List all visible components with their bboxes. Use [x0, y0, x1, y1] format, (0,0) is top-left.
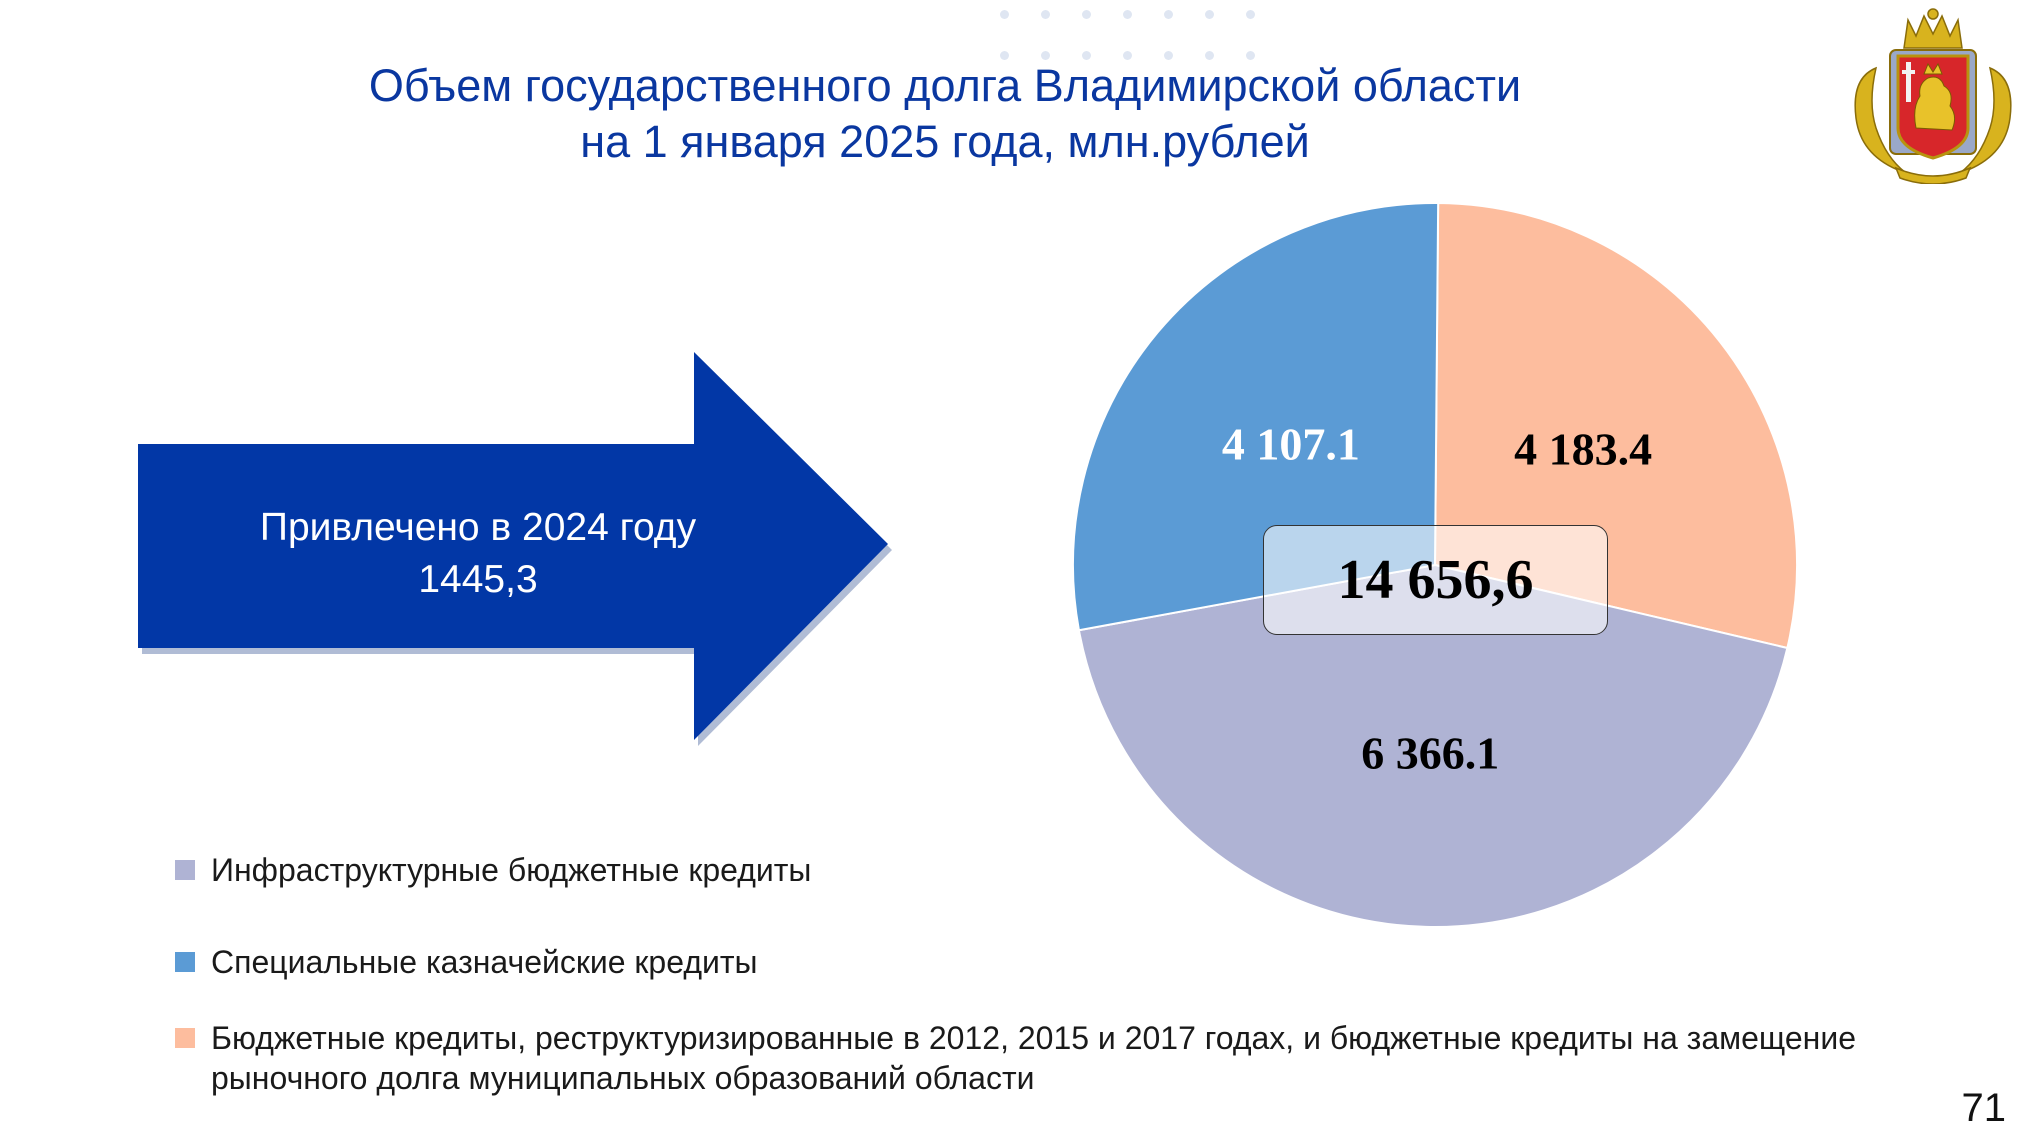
- legend-label-1: Специальные казначейские кредиты: [211, 944, 758, 980]
- total-value: 14 656,6: [1337, 549, 1534, 611]
- legend-item-1: Специальные казначейские кредиты: [175, 942, 1991, 982]
- legend-label-2: Бюджетные кредиты, реструктуризированные…: [211, 1020, 1857, 1096]
- pie-slice-label-2: 4 107.1: [1221, 418, 1360, 470]
- legend-swatch-2: [175, 1028, 195, 1048]
- legend-swatch-0: [175, 860, 195, 880]
- legend-item-2: Бюджетные кредиты, реструктуризированные…: [175, 1018, 1991, 1098]
- arrow-text: Привлечено в 2024 году 1445,3: [158, 502, 798, 606]
- arrow-caption: Привлечено в 2024 году: [259, 506, 697, 549]
- arrow-shape: [138, 352, 888, 740]
- coat-of-arms-logo: [1846, 8, 2020, 185]
- total-box: [1263, 525, 1608, 635]
- legend-item-0: Инфраструктурные бюджетные кредиты: [175, 850, 1991, 890]
- pie-slice-label-1: 6 366.1: [1361, 727, 1500, 779]
- pie-slice-label-0: 4 183.4: [1514, 423, 1653, 475]
- page-number: 71: [1961, 1086, 2007, 1130]
- pie-slice-2: [1072, 202, 1440, 632]
- chart-title-line-2: на 1 января 2025 года, млн.рублей: [580, 116, 1310, 167]
- chart-title-line-1: Объем государственного долга Владимирско…: [368, 60, 1522, 111]
- pie-slice-1: [1077, 563, 1789, 928]
- legend-label-0: Инфраструктурные бюджетные кредиты: [211, 852, 812, 888]
- chart-title: Объем государственного долга Владимирско…: [0, 58, 1890, 170]
- attracted-arrow: Привлечено в 2024 году 1445,3: [138, 352, 898, 752]
- legend-swatch-1: [175, 952, 195, 972]
- arrow-value: 1445,3: [418, 558, 538, 601]
